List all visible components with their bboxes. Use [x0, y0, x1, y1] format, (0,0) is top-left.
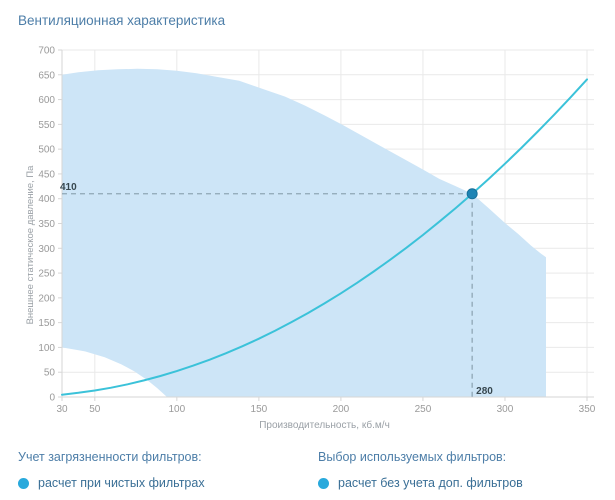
x-tick-label: 30: [56, 404, 68, 415]
selected-option-bullet-icon: [18, 477, 29, 489]
operating-envelope-area: [62, 68, 546, 398]
x-tick-label: 50: [89, 404, 101, 415]
filter-selection-section: Выбор используемых фильтров: расчет без …: [318, 444, 608, 490]
x-axis-title: Производительность, кб.м/ч: [259, 419, 390, 431]
x-tick-label: 350: [579, 404, 596, 415]
option-clean-filters[interactable]: расчет при чистых фильтрах: [18, 476, 308, 490]
x-tick-label: 200: [333, 404, 350, 415]
y-tick-label: 650: [38, 70, 55, 81]
y-tick-label: 600: [38, 95, 55, 106]
x-tick-label: 300: [497, 404, 514, 415]
filter-contamination-section: Учет загрязненности фильтров: расчет при…: [18, 444, 308, 490]
y-tick-label: 50: [44, 368, 56, 379]
y-tick-label: 300: [38, 244, 55, 255]
ventilation-chart: 0 50 100 150 200 250 300 350 400 450 500 550 600 650 7…: [25, 46, 596, 432]
fan-curve: [61, 78, 588, 396]
y-tick-label: 350: [38, 219, 55, 230]
pressure-value-label: 410: [60, 182, 77, 193]
flow-value-label: 280: [476, 386, 493, 397]
option-no-extra-filters[interactable]: расчет без учета доп. фильтров: [318, 476, 608, 490]
y-tick-label: 400: [38, 194, 55, 205]
y-tick-label: 550: [38, 120, 55, 131]
chart-canvas: 0 50 100 150 200 250 300 350 400 450 500 550 600 650 7…: [25, 46, 596, 432]
x-tick-label: 250: [415, 404, 432, 415]
page-title: Вентиляционная характеристика: [18, 13, 226, 28]
x-tick-label: 150: [251, 404, 268, 415]
operating-point-marker[interactable]: [466, 188, 478, 200]
y-axis-title: Внешнее статическое давление, Па: [25, 165, 36, 325]
filter-contamination-heading: Учет загрязненности фильтров:: [18, 450, 202, 464]
option-clean-filters-label: расчет при чистых фильтрах: [38, 476, 205, 490]
selected-option-bullet-icon: [318, 477, 329, 489]
y-tick-label: 250: [38, 269, 55, 280]
y-tick-label: 150: [38, 318, 55, 329]
y-tick-label: 100: [38, 343, 55, 354]
filter-selection-heading: Выбор используемых фильтров:: [318, 450, 507, 464]
y-tick-label: 0: [49, 393, 55, 404]
x-tick-label: 100: [169, 404, 186, 415]
y-tick-label: 700: [38, 46, 55, 57]
y-tick-label: 450: [38, 169, 55, 180]
filters-footer: Учет загрязненности фильтров: расчет при…: [0, 444, 615, 500]
y-tick-label: 500: [38, 145, 55, 156]
y-tick-label: 200: [38, 293, 55, 304]
option-no-extra-filters-label: расчет без учета доп. фильтров: [338, 476, 523, 490]
